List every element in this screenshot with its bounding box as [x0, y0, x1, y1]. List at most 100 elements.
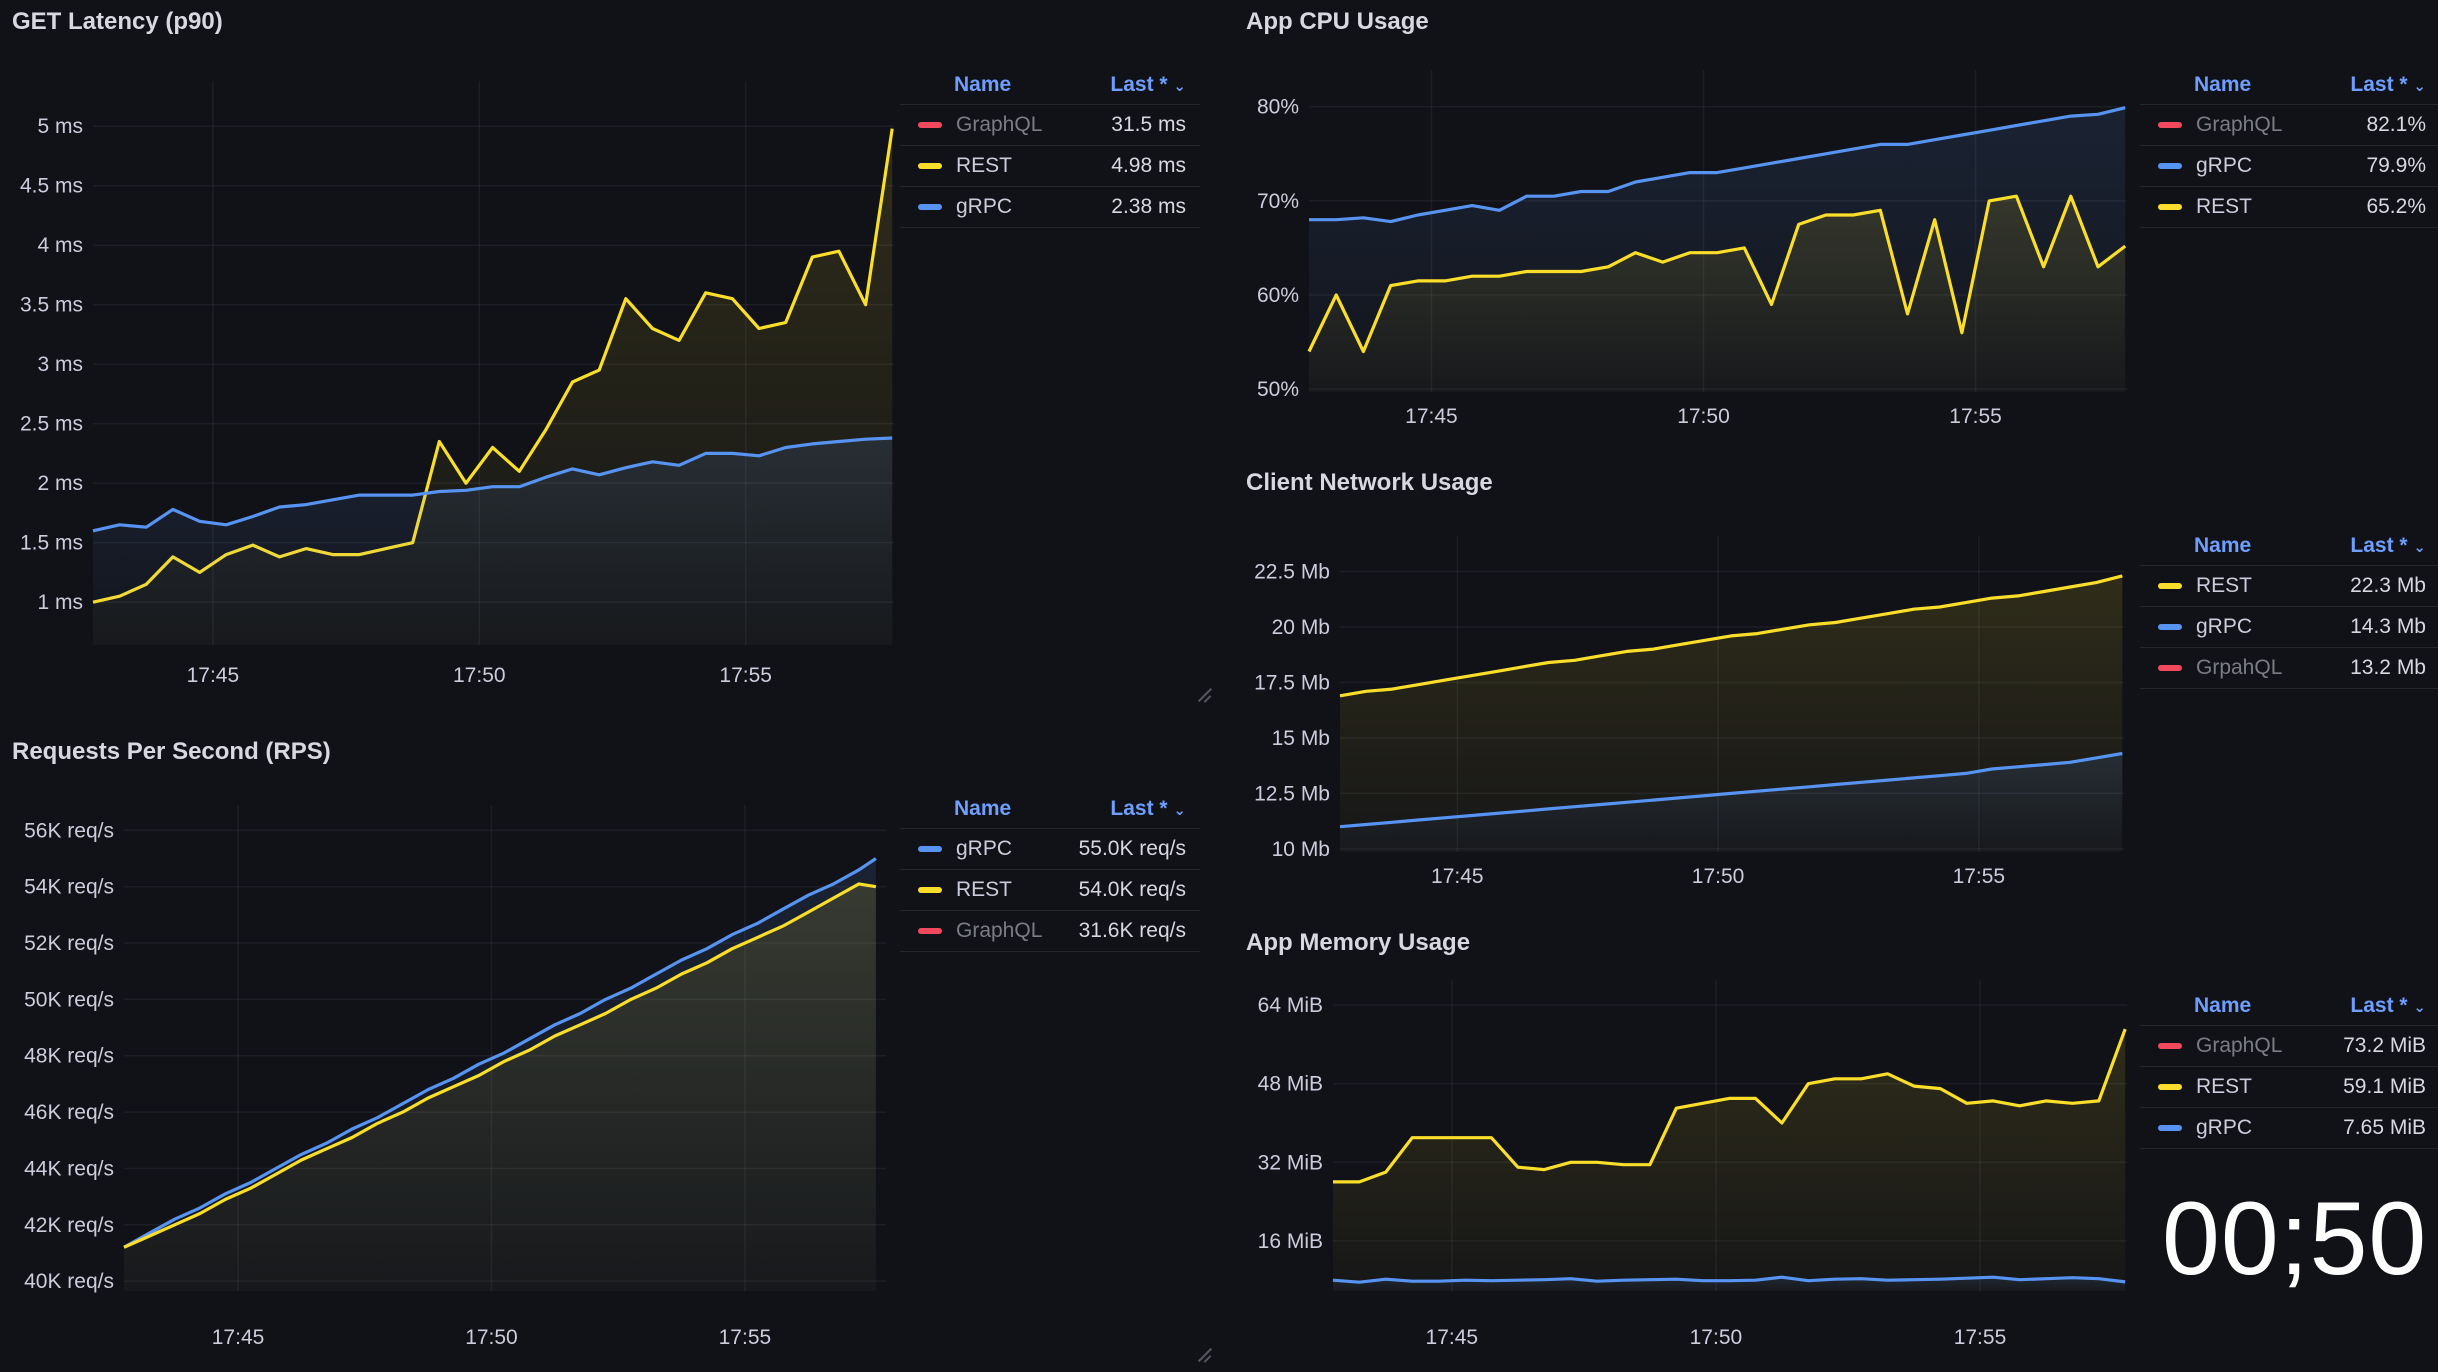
legend-row[interactable]: gRPC 14.3 Mb [2140, 607, 2438, 648]
y-tick-label: 10 Mb [1272, 838, 1330, 861]
legend-series-name: gRPC [956, 195, 1013, 218]
series-line-grpc[interactable] [123, 857, 877, 1249]
legend-row[interactable]: REST 4.98 ms [900, 146, 1200, 187]
y-tick-label: 3 ms [37, 353, 83, 376]
panel-title[interactable]: Client Network Usage [1246, 469, 1493, 496]
legend-row[interactable]: REST 65.2% [2140, 187, 2438, 228]
y-tick-label: 50K req/s [24, 988, 114, 1011]
y-tick-label: 3.5 ms [20, 294, 83, 317]
y-tick-label: 1.5 ms [20, 532, 83, 555]
legend-series-name: REST [2196, 195, 2253, 218]
legend-name-header[interactable]: Name [2194, 73, 2252, 96]
panel-title[interactable]: GET Latency (p90) [12, 8, 223, 35]
series-area-grpc [93, 438, 893, 645]
legend-last-value: 4.98 ms [1111, 154, 1186, 177]
y-tick-label: 44K req/s [24, 1157, 114, 1180]
legend-row[interactable]: GraphQL 82.1% [2140, 105, 2438, 146]
series-line-grpc[interactable] [1332, 1275, 2126, 1284]
legend-last-value: 7.65 MiB [2343, 1116, 2426, 1139]
y-tick-label: 48K req/s [24, 1045, 114, 1068]
x-tick-label: 17:55 [1954, 1326, 2007, 1349]
series-line-grpc[interactable] [92, 436, 893, 533]
chevron-down-icon: ⌄ [2413, 999, 2426, 1016]
chart-1[interactable]: 40K req/s 42K req/s 44K req/s 46K req/s 48K … [24, 805, 886, 1349]
series-color-swatch [2158, 163, 2182, 169]
legend-row[interactable]: GraphQL 31.5 ms [900, 105, 1200, 146]
legend-table: Name Last * ⌄ GraphQL 73.2 MiB REST 59.1… [2140, 987, 2438, 1149]
legend-header: Name Last * ⌄ [2140, 66, 2438, 105]
legend-last-header[interactable]: Last * ⌄ [2350, 994, 2426, 1018]
x-tick-label: 17:50 [453, 664, 506, 687]
legend-row[interactable]: gRPC 79.9% [2140, 146, 2438, 187]
legend-row[interactable]: GraphQL 31.6K req/s [900, 911, 1200, 952]
overlay-timer: 00;50 [2162, 1181, 2428, 1297]
series-line-rest[interactable] [1339, 574, 2123, 698]
legend-last-value: 55.0K req/s [1078, 837, 1186, 860]
legend-table: Name Last * ⌄ gRPC 55.0K req/s REST 54.0… [900, 790, 1200, 952]
x-tick-label: 17:50 [1677, 405, 1730, 428]
legend-last-value: 73.2 MiB [2343, 1034, 2426, 1057]
series-color-swatch [2158, 583, 2182, 589]
y-tick-label: 64 MiB [1258, 994, 1323, 1017]
legend-row[interactable]: REST 22.3 Mb [2140, 566, 2438, 607]
series-area-rest [124, 883, 876, 1291]
legend-name-header[interactable]: Name [954, 73, 1012, 96]
chart-4[interactable]: 16 MiB 32 MiB 48 MiB 64 MiB 17:45 17:50 17:55 [1258, 980, 2127, 1349]
legend-series-name: gRPC [2196, 1116, 2253, 1139]
y-tick-label: 22.5 Mb [1254, 561, 1330, 584]
series-line-grpc[interactable] [1339, 751, 2123, 829]
legend-last-header[interactable]: Last * ⌄ [1110, 73, 1186, 97]
legend-last-header[interactable]: Last * ⌄ [1110, 797, 1186, 821]
legend-last-header[interactable]: Last * ⌄ [2350, 73, 2426, 97]
legend-row[interactable]: gRPC 7.65 MiB [2140, 1108, 2438, 1149]
panel-resize-handle-icon[interactable] [1196, 1346, 1212, 1362]
legend-row[interactable]: REST 54.0K req/s [900, 870, 1200, 911]
y-tick-label: 17.5 Mb [1254, 671, 1330, 694]
y-tick-label: 52K req/s [24, 932, 114, 955]
legend-last-value: 79.9% [2366, 154, 2426, 177]
legend-last-value: 22.3 Mb [2350, 574, 2426, 597]
y-tick-label: 46K req/s [24, 1101, 114, 1124]
legend-row[interactable]: gRPC 2.38 ms [900, 187, 1200, 228]
series-color-swatch [918, 204, 942, 210]
legend-last-header[interactable]: Last * ⌄ [2350, 534, 2426, 558]
panel-title[interactable]: Requests Per Second (RPS) [12, 738, 331, 765]
x-tick-label: 17:55 [1953, 865, 2006, 888]
legend-last-value: 13.2 Mb [2350, 656, 2426, 679]
panel-title[interactable]: App CPU Usage [1246, 8, 1429, 35]
y-tick-label: 56K req/s [24, 819, 114, 842]
y-tick-label: 48 MiB [1258, 1073, 1323, 1096]
legend-series-name: REST [956, 878, 1013, 901]
x-tick-label: 17:50 [1692, 865, 1745, 888]
series-line-rest[interactable] [1333, 1028, 2127, 1184]
series-color-swatch [2158, 1084, 2182, 1090]
chart-3[interactable]: 10 Mb 12.5 Mb 15 Mb 17.5 Mb 20 Mb 22.5 Mb 17:4… [1254, 536, 2124, 888]
x-tick-label: 17:45 [187, 664, 240, 687]
legend-table: Name Last * ⌄ REST 22.3 Mb gRPC 14.3 Mb … [2140, 527, 2438, 689]
legend-series-name: gRPC [956, 837, 1013, 860]
series-line-rest[interactable] [123, 882, 877, 1249]
legend-header: Name Last * ⌄ [2140, 987, 2438, 1026]
legend-name-header[interactable]: Name [2194, 994, 2252, 1017]
series-line-grpc[interactable] [1309, 106, 2126, 224]
legend-last-label: Last * [2350, 534, 2408, 557]
legend-last-label: Last * [2350, 73, 2408, 96]
legend-row[interactable]: GrpahQL 13.2 Mb [2140, 648, 2438, 689]
legend-row[interactable]: GraphQL 73.2 MiB [2140, 1026, 2438, 1067]
legend-last-value: 59.1 MiB [2343, 1075, 2426, 1098]
legend-series-name: gRPC [2196, 154, 2253, 177]
panel-title[interactable]: App Memory Usage [1246, 929, 1471, 956]
legend-row[interactable]: REST 59.1 MiB [2140, 1067, 2438, 1108]
series-line-rest[interactable] [1307, 194, 2127, 354]
series-color-swatch [2158, 204, 2182, 210]
chart-0[interactable]: 1 ms 1.5 ms 2 ms 2.5 ms 3 ms 3.5 ms 4 ms 4.5 ms… [20, 81, 894, 687]
chart-2[interactable]: 50% 60% 70% 80% 17:45 17:50 17:55 [1257, 70, 2127, 428]
legend-series-name: REST [956, 154, 1013, 177]
panel-resize-handle-icon[interactable] [1196, 686, 1212, 702]
x-tick-label: 17:50 [1690, 1326, 1743, 1349]
legend-name-header[interactable]: Name [954, 797, 1012, 820]
legend-name-header[interactable]: Name [2194, 534, 2252, 557]
legend-row[interactable]: gRPC 55.0K req/s [900, 829, 1200, 870]
legend-header: Name Last * ⌄ [900, 790, 1200, 829]
